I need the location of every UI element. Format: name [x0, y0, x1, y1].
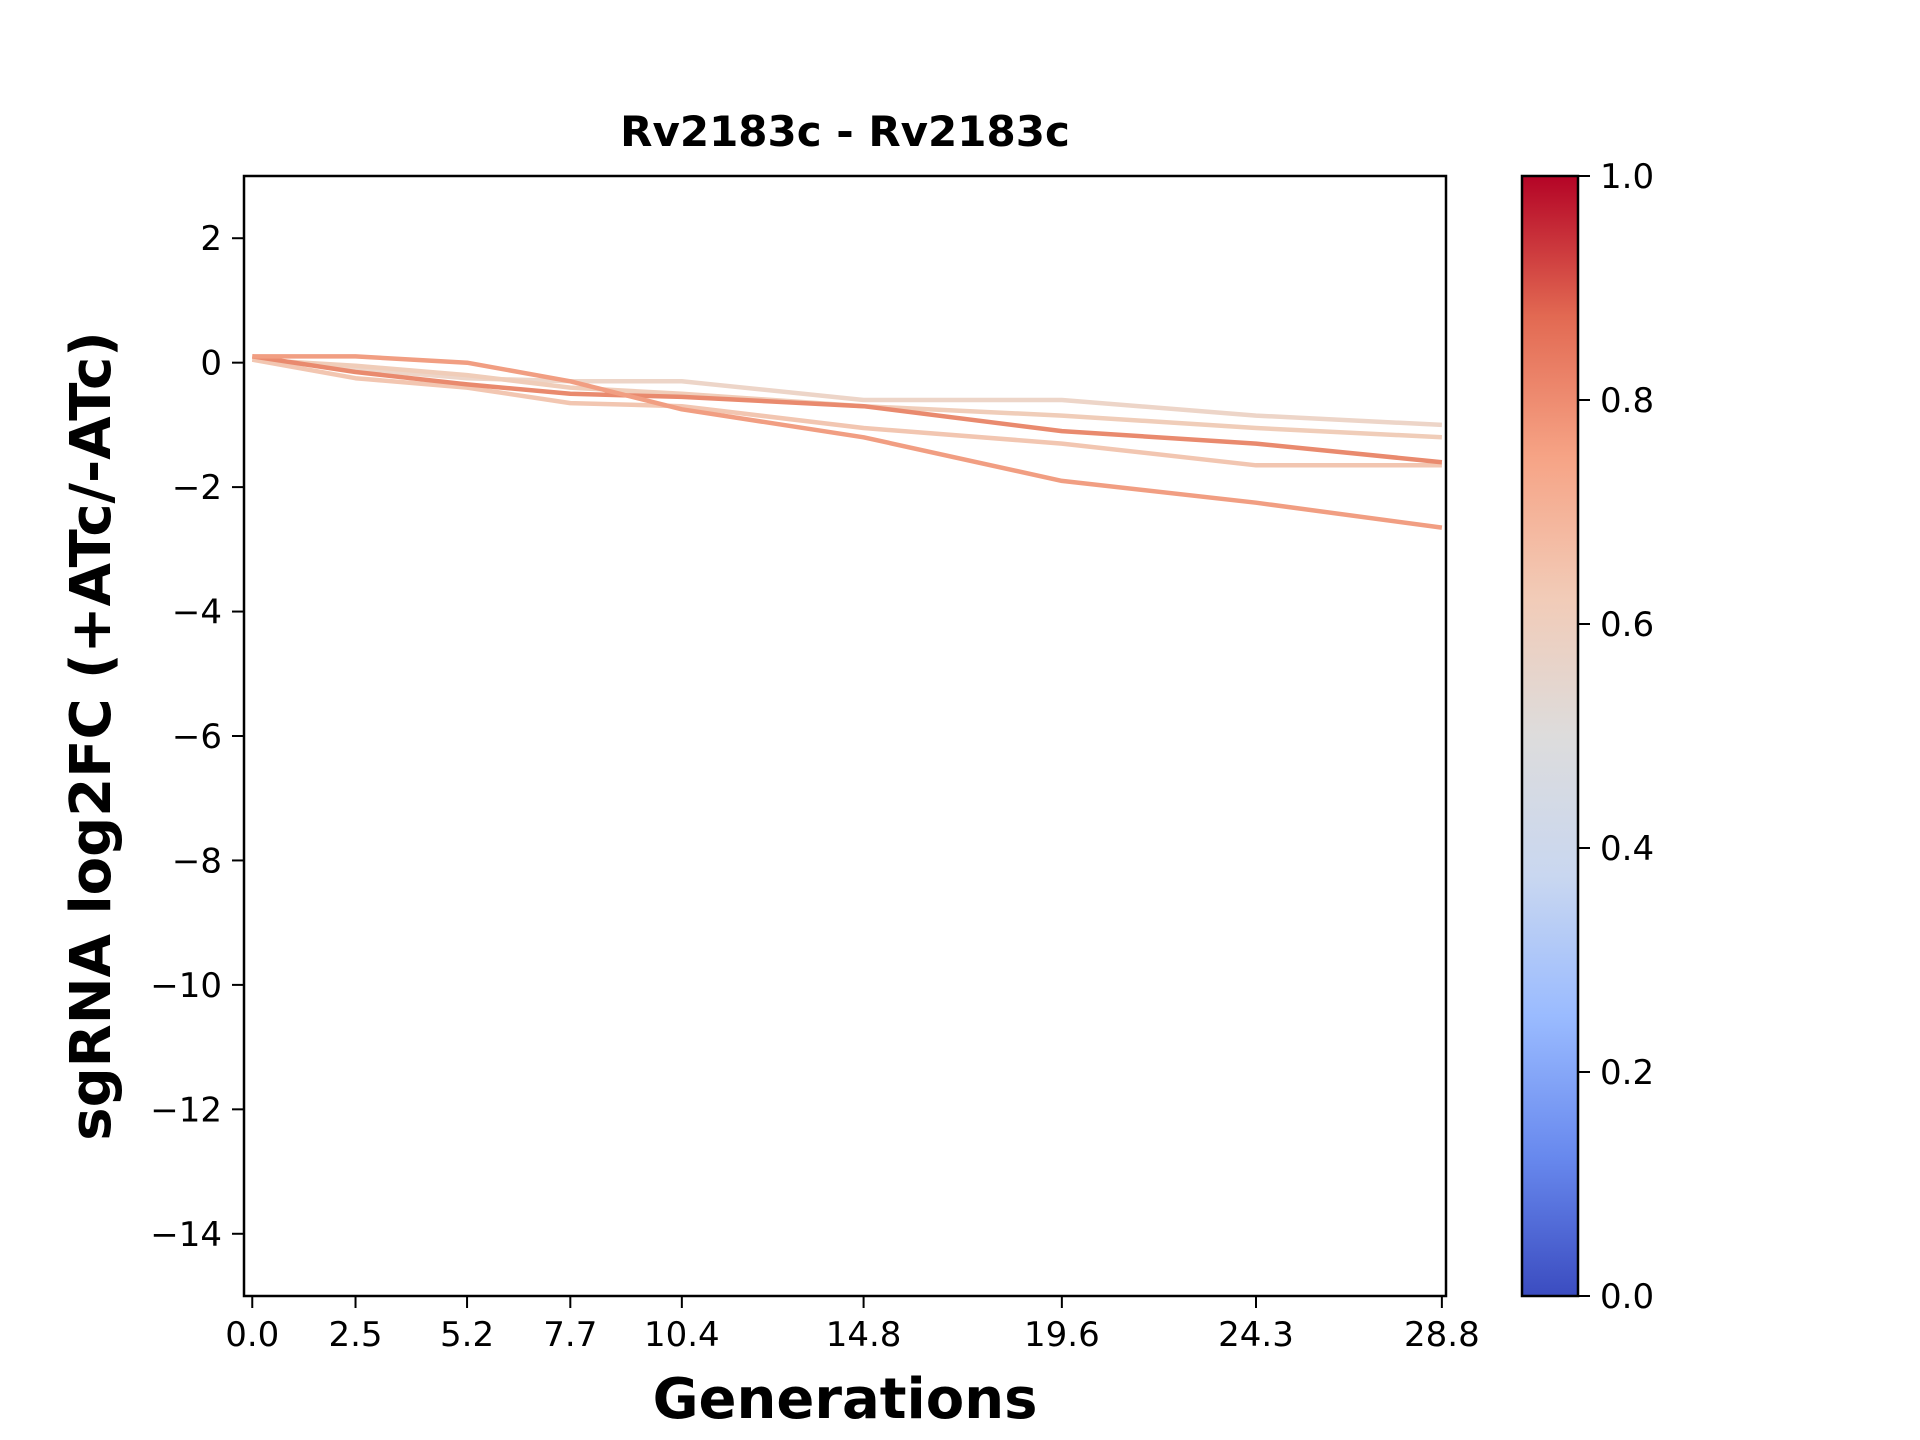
colorbar-tick-label: 1.0 — [1600, 157, 1654, 197]
colorbar-tick-label: 0.0 — [1600, 1277, 1654, 1317]
x-tick-label: 28.8 — [1404, 1315, 1480, 1355]
series-line-3 — [251, 357, 1442, 468]
plot-frame — [242, 174, 1448, 1298]
y-tick-label: −14 — [150, 1215, 222, 1255]
series-line-5 — [252, 354, 1443, 530]
colorbar-tick-label: 0.6 — [1600, 605, 1654, 645]
colorbar-tick-label: 0.4 — [1600, 829, 1654, 869]
x-tick-label: 24.3 — [1218, 1315, 1294, 1355]
colorbar: 0.0 0.2 0.4 0.6 0.8 1.0 — [1520, 157, 1654, 1317]
colorbar-tick-label: 0.2 — [1600, 1053, 1654, 1093]
x-tick-label: 0.0 — [225, 1315, 279, 1355]
y-tick-label: −6 — [172, 717, 222, 757]
y-tick-label: −4 — [172, 593, 222, 633]
series-layer — [251, 354, 1443, 530]
x-tick-label: 7.7 — [543, 1315, 597, 1355]
x-tick-label: 10.4 — [644, 1315, 720, 1355]
y-tick-label: −10 — [150, 966, 222, 1006]
x-tick-label: 19.6 — [1024, 1315, 1100, 1355]
series-line-1 — [252, 357, 1443, 428]
x-axis-label: Generations — [653, 1367, 1038, 1432]
x-tick-label: 14.8 — [826, 1315, 902, 1355]
y-axis: 2 0 −2 −4 −6 −8 −10 −12 −14 — [150, 219, 244, 1255]
y-tick-label: 2 — [200, 219, 222, 259]
x-tick-label: 2.5 — [328, 1315, 382, 1355]
y-tick-label: −12 — [150, 1090, 222, 1130]
colorbar-tick-label: 0.8 — [1600, 381, 1654, 421]
x-tick-label: 5.2 — [440, 1315, 494, 1355]
x-axis: 0.0 2.5 5.2 7.7 10.4 14.8 19.6 24.3 28.8 — [225, 1296, 1480, 1355]
series-line-4 — [251, 354, 1443, 465]
y-tick-label: −8 — [172, 841, 222, 881]
y-tick-label: −2 — [172, 468, 222, 508]
y-tick-label: 0 — [200, 344, 222, 384]
colorbar-gradient — [1520, 174, 1580, 1298]
chart-title: Rv2183c - Rv2183c — [620, 107, 1070, 156]
y-axis-label: sgRNA log2FC (+ATc/-ATc) — [59, 331, 124, 1141]
series-line-2 — [252, 357, 1443, 440]
colorbar-ticks: 0.0 0.2 0.4 0.6 0.8 1.0 — [1578, 157, 1654, 1317]
